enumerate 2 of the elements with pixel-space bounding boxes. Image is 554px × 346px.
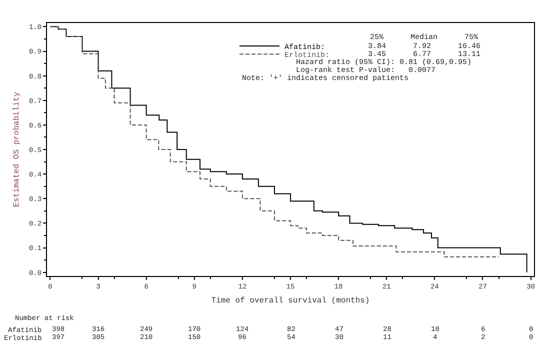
x-axis-title: Time of overall survival (months) bbox=[211, 296, 370, 306]
y-axis-title: Estimated OS probability bbox=[12, 92, 22, 208]
